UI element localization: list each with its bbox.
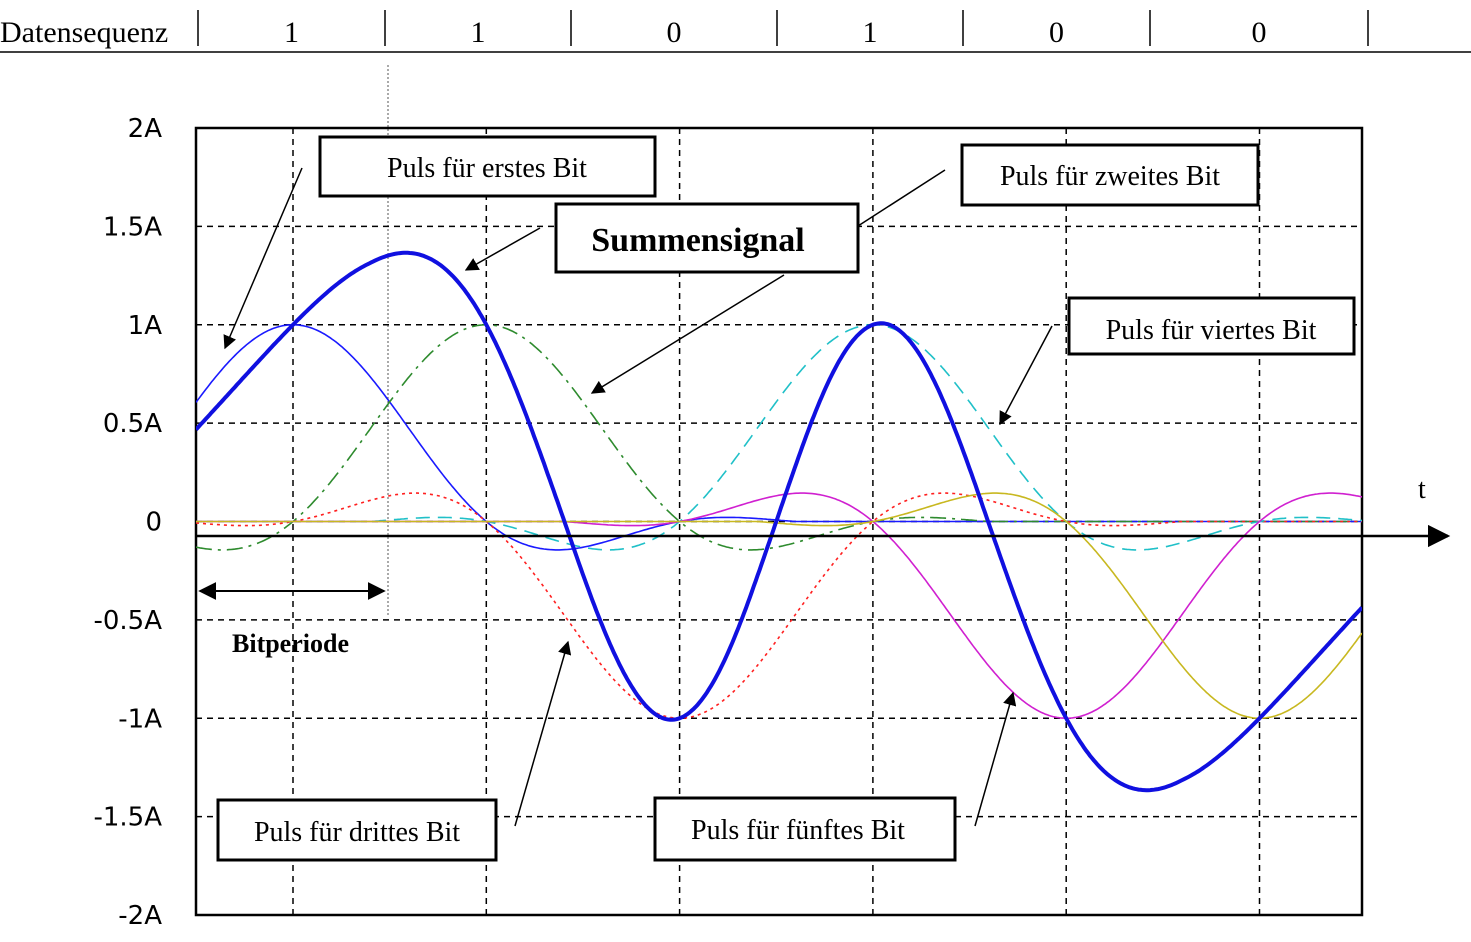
pulse-curve-bit-1 [196,324,1362,551]
annotation-fourth-bit: Puls für viertes Bit [999,296,1356,426]
sequence-bit: 1 [284,16,299,49]
annotation-box [216,798,498,862]
pulse-curve-bit-5 [196,492,1362,719]
annotation-box [554,202,860,274]
annotation-text: Puls für drittes Bit [254,817,460,848]
sequence-separators [197,10,1369,46]
annotation-arrow [223,167,303,350]
annotation-leader [857,169,946,227]
annotation-arrow [974,691,1017,827]
annotation-second-bit: Puls für zweites Bit [590,143,1260,394]
annotation-fifth-bit: Puls für fünftes Bit [653,691,1017,862]
data-sequence-header: Datensequenz 1 1 0 1 0 0 [0,10,1471,53]
pulse-curve-bit-2 [196,324,1362,551]
annotation-text: Puls für zweites Bit [1000,161,1220,192]
annotation-arrow [514,640,572,827]
annotation-third-bit: Puls für drittes Bit [216,640,572,862]
pulse-curve-bit-6 [196,492,1362,719]
sequence-bits: 1 1 0 1 0 0 [284,16,1267,49]
annotation-text: Puls für erstes Bit [387,153,587,184]
sequence-bit: 0 [1252,16,1267,49]
y-tick-label: 0 [145,508,162,538]
y-tick-labels: 2A 1.5A 1A 0.5A 0 -0.5A -1A -1.5A -2A [93,114,162,931]
annotation-text: Puls für fünftes Bit [691,815,905,846]
sequence-bit: 0 [1049,16,1064,49]
annotation-box [653,796,957,862]
time-axis-label: t [1418,474,1426,505]
sequence-bit: 1 [863,16,878,49]
y-tick-label: 0.5A [103,409,162,439]
annotation-arrow [464,227,541,271]
y-tick-label: -2A [118,901,162,931]
sequence-bit: 0 [667,16,682,49]
annotation-text: Summensignal [591,222,805,259]
sequence-label: Datensequenz [0,16,168,49]
annotation-box [1067,296,1356,356]
annotation-first-bit: Puls für erstes Bit [223,135,657,350]
y-tick-label: 1.5A [103,212,162,242]
y-tick-label: 1A [128,311,163,341]
y-tick-label: -1.5A [93,803,162,833]
y-tick-label: 2A [128,114,163,144]
pulse-curve-bit-3 [196,492,1362,719]
pulse-curves [196,250,1362,793]
annotation-sum: Summensignal [464,202,860,274]
annotation-arrow [590,274,785,394]
y-tick-label: -1A [118,704,162,734]
sequence-bit: 1 [471,16,486,49]
annotation-box [960,143,1260,207]
pulse-curve-bit-4 [196,324,1362,551]
annotation-text: Puls für viertes Bit [1106,315,1317,346]
sum-signal-curve [196,250,1362,793]
y-tick-label: -0.5A [93,606,162,636]
annotation-box [318,135,657,198]
annotation-arrow [999,325,1053,426]
bitperiod-label: Bitperiode [232,629,349,658]
